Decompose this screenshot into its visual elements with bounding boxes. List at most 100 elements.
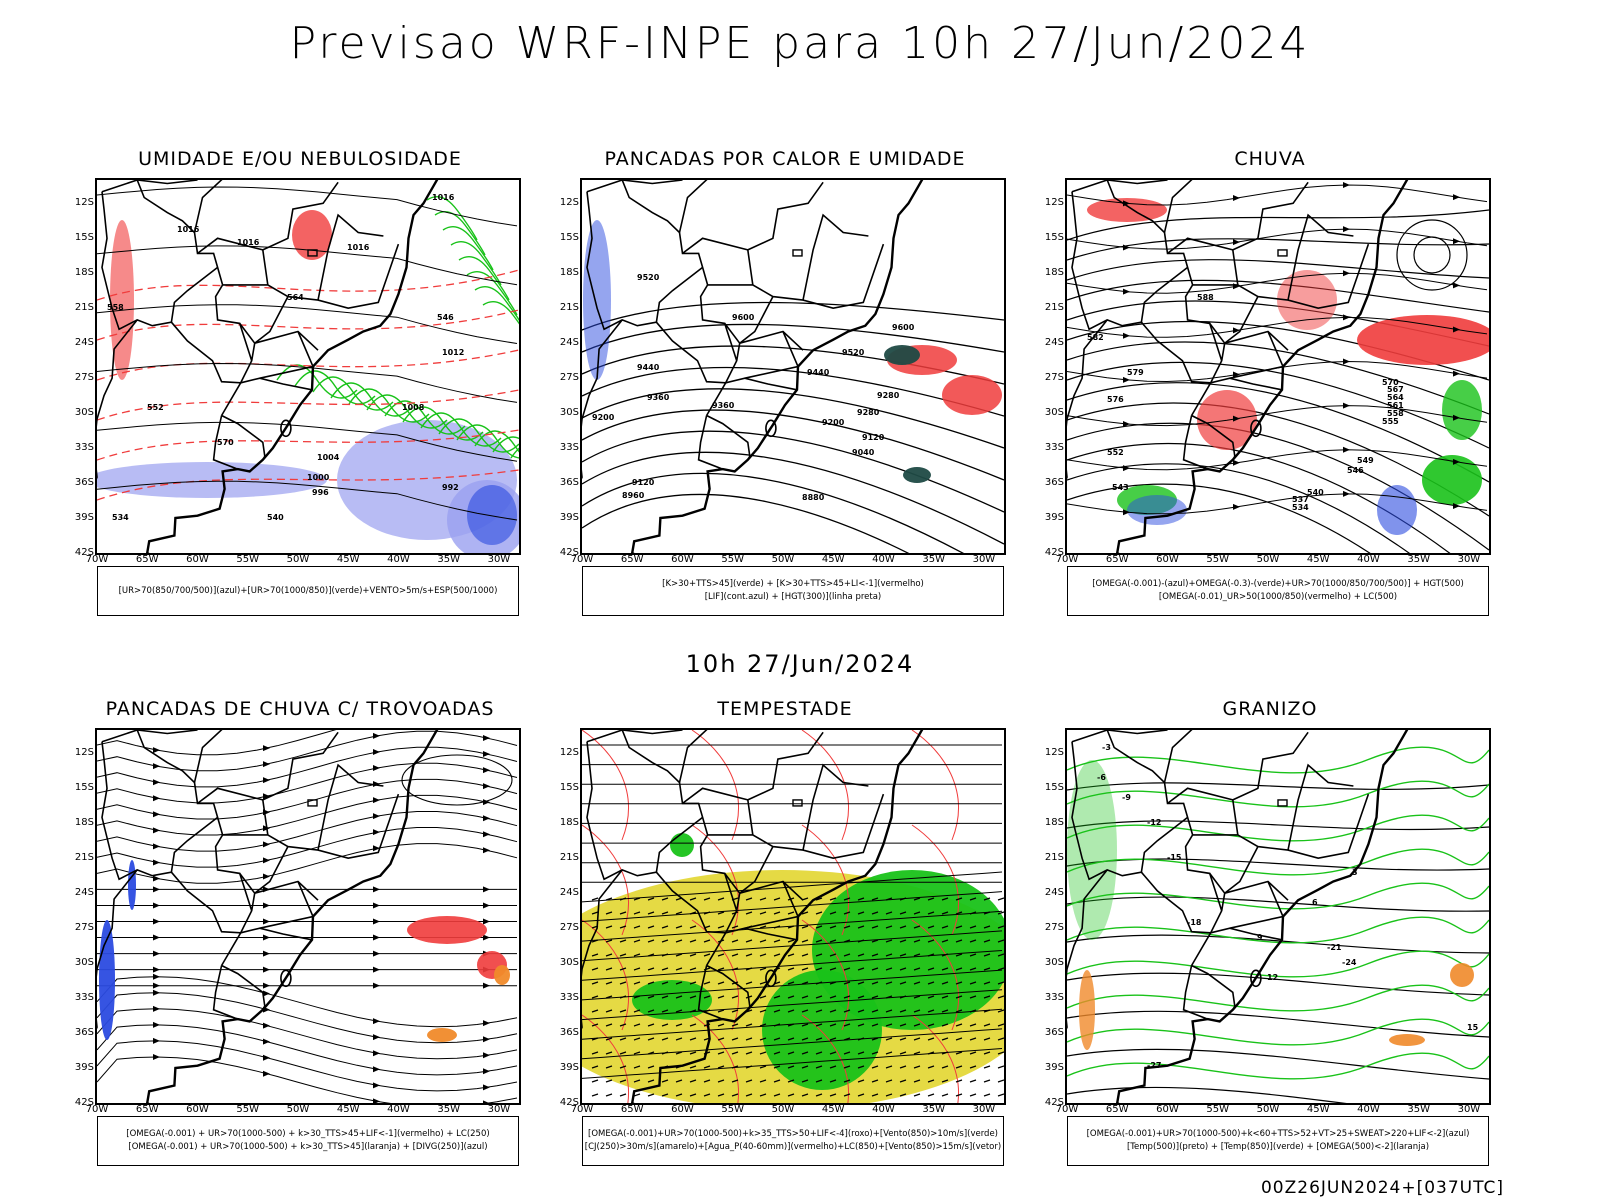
flow-arrow	[373, 845, 380, 852]
wind-vector	[885, 1079, 893, 1083]
wind-vector	[843, 1065, 851, 1069]
wind-vector	[829, 1009, 837, 1013]
low-level-humidity-contour	[492, 436, 519, 453]
wind-vector	[899, 1009, 907, 1013]
legend-line: [CJ(250)>30m/s](amarelo)+[Agua_P(40-60mm…	[584, 1142, 1002, 1152]
flow-arrow	[153, 982, 160, 989]
wind-vector	[661, 1079, 669, 1083]
wind-vector	[815, 897, 823, 901]
wind-vector	[927, 967, 935, 971]
contour-label: 564	[1387, 393, 1404, 402]
lon-tick-label: 65W	[135, 554, 159, 565]
wind-vector	[969, 967, 977, 971]
wind-vector	[591, 939, 599, 943]
wind-vector	[899, 1065, 907, 1069]
wind-vector	[955, 897, 963, 901]
lon-tick-label: 40W	[872, 554, 895, 565]
wind-vector	[745, 967, 753, 971]
panel-granizo: GRANIZO -3 -6 -9 -12 -15 -18 -21 -24 -27 3 6 9 12 15 …	[1020, 698, 1520, 1168]
border-line	[586, 730, 738, 911]
border-line	[170, 321, 256, 384]
wind-vector	[801, 967, 809, 971]
wind-vector	[647, 1079, 655, 1083]
wind-vector	[773, 1037, 781, 1041]
wind-vector	[661, 1023, 669, 1027]
coastline-east	[630, 180, 924, 553]
wind-vector	[731, 1093, 739, 1097]
wind-green	[632, 980, 712, 1020]
streamline	[97, 245, 518, 286]
wind-vector	[619, 981, 627, 985]
temp-850-contour	[1067, 814, 1489, 842]
panel-title: CHUVA	[1234, 148, 1306, 170]
temp-850-contour	[1067, 916, 1489, 944]
wind-vector	[647, 1023, 655, 1027]
wind-vector	[927, 1093, 935, 1097]
lat-tick-label: 33S	[74, 442, 94, 454]
wind-vector	[801, 1051, 809, 1055]
flow-arrow	[1453, 503, 1460, 510]
streamline	[97, 976, 518, 1028]
lon-tick-label: 60W	[186, 1104, 209, 1115]
flow-arrow	[373, 1098, 380, 1103]
wind-vector	[801, 939, 809, 943]
wind-vector	[829, 939, 837, 943]
flow-arrow	[263, 918, 270, 925]
lat-tick-label: 12S	[559, 747, 579, 759]
wind-vector	[717, 911, 725, 915]
wind-vector	[899, 911, 907, 915]
omega-orange	[1079, 970, 1095, 1050]
flow-arrow	[1453, 282, 1460, 289]
wind-vector	[745, 939, 753, 943]
wind-vector	[745, 953, 753, 957]
wind-vector	[885, 1037, 893, 1041]
wind-vector	[927, 1079, 935, 1083]
flow-arrow	[1453, 414, 1460, 421]
wind-vector	[899, 925, 907, 929]
contour-label: 9360	[712, 401, 735, 410]
streamline	[1067, 493, 1488, 515]
lat-tick-label: 12S	[1044, 747, 1064, 759]
lat-tick-label: 36S	[559, 1027, 579, 1039]
wind-vector	[829, 1023, 837, 1027]
flow-arrow	[153, 902, 160, 909]
wind-vector	[731, 1037, 739, 1041]
wind-vector	[829, 967, 837, 971]
map-canvas: 9600 9600 9520 9520 9440 9440 9360 9360 9280 9280…	[582, 180, 1004, 553]
wind-vector	[871, 1009, 879, 1013]
wind-vector	[969, 1023, 977, 1027]
wind-vector	[843, 897, 851, 901]
flow-arrow	[1123, 244, 1130, 251]
wind-vector	[591, 1093, 599, 1097]
wind-vector	[955, 1065, 963, 1069]
flow-arrow	[1233, 239, 1240, 246]
border-line	[1210, 377, 1283, 391]
flow-arrow	[1343, 490, 1350, 497]
hgt-500-contour	[1067, 341, 1489, 415]
wind-vector	[941, 1037, 949, 1041]
flow-arrow	[153, 950, 160, 957]
contour-label: 588	[1197, 293, 1214, 302]
wind-vector	[927, 911, 935, 915]
wind-vector	[857, 953, 865, 957]
border-line	[586, 180, 738, 361]
wind-vector	[661, 939, 669, 943]
wind-vector	[983, 995, 991, 999]
wind-vector	[759, 967, 767, 971]
lat-tick-label: 15S	[559, 232, 579, 244]
wind-vector	[913, 1037, 921, 1041]
wind-vector	[857, 939, 865, 943]
flow-arrow	[1343, 226, 1350, 233]
thickness-contour	[97, 469, 519, 501]
wind-vector	[899, 1037, 907, 1041]
low-level-humidity-contour	[482, 301, 519, 325]
wind-vector	[983, 925, 991, 929]
wind-vector	[871, 1093, 879, 1097]
lat-tick-label: 30S	[559, 407, 579, 419]
wind-vector	[661, 995, 669, 999]
rain-red	[1277, 270, 1337, 330]
wind-vector	[815, 1079, 823, 1083]
panel-umidade: UMIDADE E/OU NEBULOSIDADE 1016 1016 1016 10…	[50, 148, 550, 618]
map-canvas	[582, 730, 1004, 1103]
border-line	[1071, 180, 1223, 361]
